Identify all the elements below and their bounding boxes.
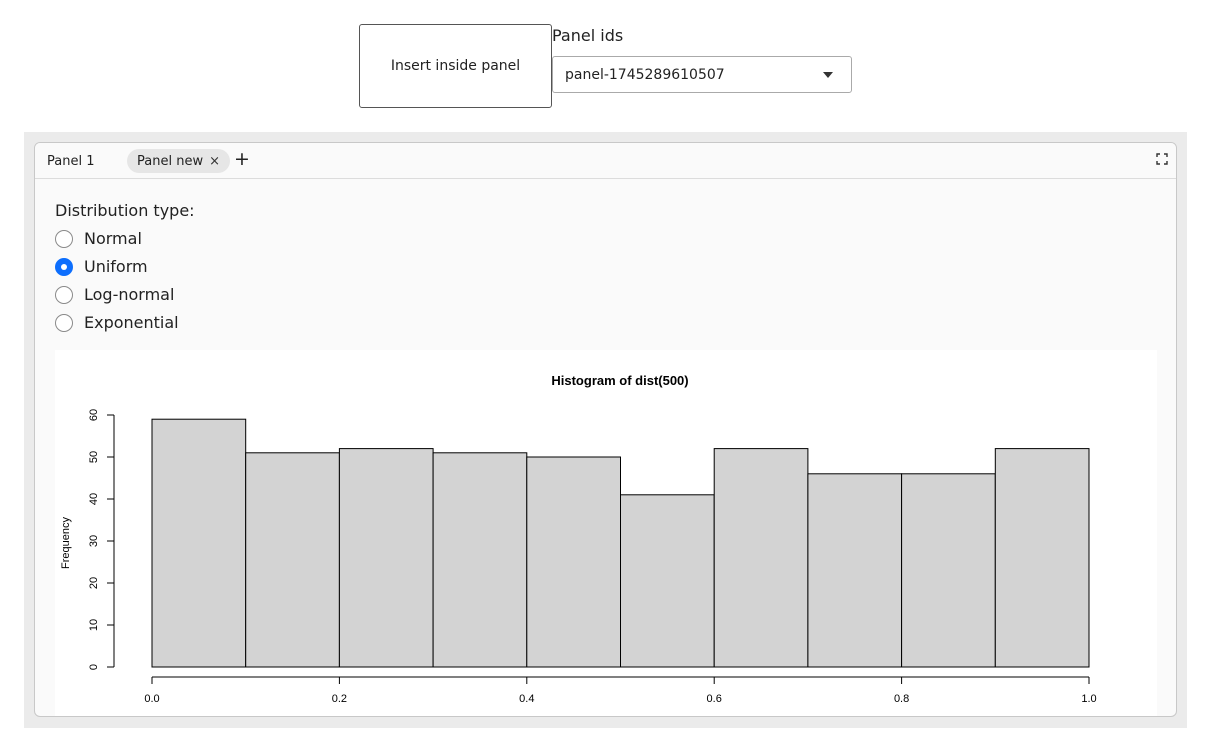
radio-label: Normal <box>84 229 142 248</box>
radio-button[interactable] <box>55 285 73 304</box>
radio-button[interactable] <box>55 313 73 332</box>
radio-label: Exponential <box>84 313 179 332</box>
tab-panel-new-label: Panel new <box>137 153 204 169</box>
radio-button-checked[interactable] <box>55 257 73 276</box>
dock-panel: Panel 1 Panel new × + Distribution type:… <box>34 142 1177 717</box>
histogram-bar <box>526 456 621 668</box>
chart-title: Histogram of dist(500) <box>551 373 688 388</box>
fullscreen-icon[interactable] <box>1156 153 1168 165</box>
radio-label: Log-normal <box>84 285 175 304</box>
close-icon[interactable]: × <box>209 153 220 169</box>
panel-ids-select[interactable]: panel-1745289610507 <box>552 56 852 93</box>
y-tick-label: 50 <box>88 451 100 463</box>
tab-bar: Panel 1 Panel new × + <box>35 143 1176 179</box>
histogram-bar <box>807 473 903 668</box>
y-axis-label: Frequency <box>60 517 72 569</box>
panel-ids-label: Panel ids <box>552 26 624 45</box>
x-tick-label: 0.6 <box>707 693 722 705</box>
tab-panel-1[interactable]: Panel 1 <box>37 149 104 173</box>
y-tick-label: 20 <box>88 577 100 589</box>
insert-inside-panel-button[interactable]: Insert inside panel <box>359 24 552 108</box>
tab-panel-1-label: Panel 1 <box>47 153 95 169</box>
histogram-bar <box>432 452 528 668</box>
histogram-bar <box>994 448 1090 668</box>
y-tick-label: 0 <box>88 664 100 670</box>
histogram-bar <box>151 418 247 668</box>
dock-area: Panel 1 Panel new × + Distribution type:… <box>24 132 1187 728</box>
y-tick-label: 40 <box>88 493 100 505</box>
insert-inside-panel-label: Insert inside panel <box>390 58 521 74</box>
panel-ids-selected-value: panel-1745289610507 <box>565 66 725 83</box>
y-tick-label: 30 <box>88 535 100 547</box>
x-tick-label: 0.8 <box>894 693 909 705</box>
radio-button[interactable] <box>55 229 73 248</box>
radio-log-normal[interactable]: Log-normal <box>55 285 174 304</box>
radio-label: Uniform <box>84 257 148 276</box>
tab-panel-new[interactable]: Panel new × <box>127 149 230 173</box>
histogram-plot: Histogram of dist(500) Frequency 0.0 0.2 0… <box>55 350 1157 716</box>
histogram-bar <box>245 452 340 668</box>
y-tick-label: 60 <box>88 409 100 421</box>
radio-uniform[interactable]: Uniform <box>55 257 148 276</box>
y-tick-label: 10 <box>88 619 100 631</box>
add-tab-icon[interactable]: + <box>234 148 250 170</box>
x-tick-label: 1.0 <box>1081 693 1096 705</box>
histogram-bar <box>338 448 434 668</box>
chevron-down-icon <box>823 72 833 78</box>
distribution-type-label: Distribution type: <box>55 201 195 220</box>
histogram-bar <box>901 473 996 668</box>
x-tick-label: 0.4 <box>519 693 534 705</box>
histogram-bar <box>620 494 715 668</box>
radio-normal[interactable]: Normal <box>55 229 142 248</box>
radio-exponential[interactable]: Exponential <box>55 313 179 332</box>
x-tick-label: 0.2 <box>332 693 347 705</box>
histogram-svg: Histogram of dist(500) Frequency 0.0 0.2 0… <box>60 373 1097 705</box>
x-tick-label: 0.0 <box>144 693 159 705</box>
histogram-bar <box>713 448 809 668</box>
